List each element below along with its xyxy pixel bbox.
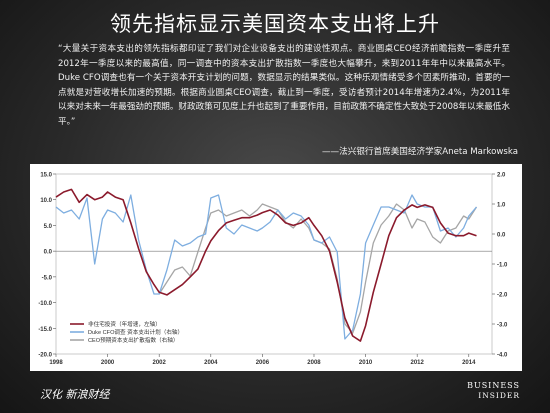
- y-left-tick-label: 15.0: [40, 173, 52, 179]
- y-right-tick-label: 2.0: [497, 173, 506, 179]
- x-tick-label: 2008: [307, 360, 321, 366]
- y-left-tick-label: 10.0: [40, 198, 52, 204]
- y-left-tick-label: -20.0: [38, 353, 52, 359]
- y-left-tick-label: -5.0: [42, 275, 53, 281]
- series-line-2: [55, 194, 477, 340]
- y-right-tick-label: -3.0: [497, 323, 508, 329]
- brand-logo: BUSINESS INSIDER: [467, 381, 520, 401]
- y-right-tick-label: -1.0: [497, 263, 508, 269]
- chart-panel: 15.0 10.0 5.0 0.0 -5.0 -10.0 -15.0 -20.0 2.0 1.0 0…: [30, 164, 522, 371]
- x-tick-label: 2014: [462, 360, 476, 366]
- y-right-tick-label: -4.0: [497, 353, 508, 359]
- legend-label-3: CEO预期资本支出扩散指数（右轴）: [88, 336, 178, 344]
- page-title: 领先指标显示美国资本支出将上升: [110, 12, 440, 36]
- y-right-tick-label: 0.0: [497, 233, 506, 239]
- y-left-tick-label: -10.0: [38, 301, 52, 307]
- legend-label-1: 非住宅投资（年增速，左轴）: [88, 320, 161, 328]
- line-chart: 15.0 10.0 5.0 0.0 -5.0 -10.0 -15.0 -20.0 2.0 1.0 0…: [38, 173, 508, 367]
- x-tick-label: 1998: [49, 360, 63, 366]
- y-right-tick-label: 1.0: [497, 203, 506, 209]
- x-tick-label: 2010: [359, 360, 373, 366]
- quote-attribution: ——法兴银行首席美国经济学家Aneta Markowska: [321, 147, 518, 157]
- y-left-tick-label: -15.0: [38, 327, 52, 333]
- x-tick-label: 2000: [101, 360, 115, 366]
- y-left-tick-label: 5.0: [44, 224, 53, 230]
- series-line-1: [55, 188, 477, 342]
- x-tick-label: 2004: [204, 360, 218, 366]
- y-right-tick-label: -2.0: [497, 293, 508, 299]
- x-tick-label: 2006: [256, 360, 270, 366]
- legend-label-2: Duke CFO调查 资本支出计划（右轴）: [88, 328, 183, 336]
- y-left-tick-label: 0.0: [44, 250, 53, 256]
- source-credit: 汉化 新浪财经: [40, 388, 110, 401]
- brand-logo-line2: INSIDER: [478, 391, 520, 400]
- quote-text: “大量关于资本支出的领先指标都印证了我们对企业设备支出的建设性观点。商业圆桌CE…: [58, 44, 510, 127]
- brand-logo-line1: BUSINESS: [467, 381, 520, 390]
- x-tick-label: 2002: [153, 360, 167, 366]
- x-tick-label: 2012: [411, 360, 425, 366]
